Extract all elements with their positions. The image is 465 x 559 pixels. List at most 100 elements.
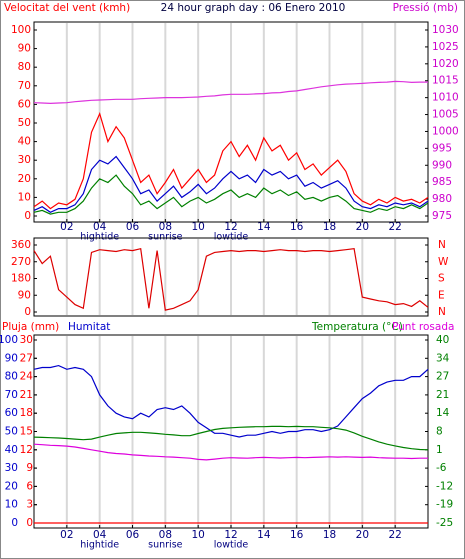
x-tick-label: 10 <box>191 221 204 233</box>
x-tick-label: 20 <box>356 529 369 541</box>
plot-frame <box>33 21 429 223</box>
y-tick-label: 30 <box>5 462 18 474</box>
y3-tick-label: 24 <box>20 371 34 383</box>
y2-tick-label: N <box>438 239 446 251</box>
y-tick-label: 90 <box>18 43 31 55</box>
y-tick-label: 180 <box>11 273 31 285</box>
y2-tick-label: 1030 <box>432 24 459 36</box>
x-tick-label: 12 <box>224 221 237 233</box>
x-tick-label: 16 <box>290 221 304 233</box>
series-line <box>33 80 428 105</box>
annotation: sunrise <box>148 232 182 243</box>
x-tick-label: 04 <box>93 221 107 233</box>
y2-tick-label: W <box>438 256 449 268</box>
y-tick-label: 70 <box>5 389 18 401</box>
y2-tick-label: 975 <box>432 210 452 222</box>
y3-tick-label: 3 <box>26 499 33 511</box>
series-line <box>33 155 429 213</box>
y2-tick-label: 985 <box>432 176 452 188</box>
y3-tick-label: 6 <box>26 480 33 492</box>
y-tick-label: 70 <box>18 80 31 92</box>
y2-tick-label: -19 <box>436 499 453 511</box>
y3-tick-label: 15 <box>20 426 33 438</box>
y3-tick-label: 27 <box>20 352 33 364</box>
y-tick-label: 90 <box>18 289 31 301</box>
y2-tick-label: 980 <box>432 193 452 205</box>
x-tick-label: 14 <box>257 529 271 541</box>
y-tick-label: 30 <box>18 154 31 166</box>
x-tick-label: 06 <box>126 221 140 233</box>
series-line <box>33 174 429 215</box>
x-tick-label: 08 <box>159 221 172 233</box>
y2-tick-label: E <box>438 289 445 301</box>
legend-entry: Temperatura (°C) <box>311 321 403 333</box>
y2-tick-label: -25 <box>436 517 453 529</box>
legend-entry: Pluja (mm) <box>2 321 59 333</box>
x-tick-label: 20 <box>356 221 369 233</box>
y2-tick-label: 1000 <box>432 125 459 137</box>
y-tick-label: 60 <box>5 407 18 419</box>
y-tick-label: 50 <box>5 426 18 438</box>
y2-tick-label: 27 <box>436 371 449 383</box>
y2-axis-title: Pressió (mb) <box>393 2 458 14</box>
y-tick-label: 270 <box>11 256 31 268</box>
series-line <box>33 443 428 461</box>
x-tick-label: 10 <box>191 529 204 541</box>
x-tick-label: 08 <box>159 529 172 541</box>
y-tick-label: 40 <box>5 444 18 456</box>
y-tick-label: 20 <box>5 480 18 492</box>
x-tick-label: 22 <box>388 221 401 233</box>
y-tick-label: 80 <box>18 61 31 73</box>
y-tick-label: 80 <box>5 371 18 383</box>
y2-tick-label: 1020 <box>432 58 459 70</box>
x-tick-label: 18 <box>323 529 336 541</box>
plot-frame <box>33 237 429 317</box>
annotation: hightide <box>80 232 119 243</box>
y-tick-label: 40 <box>18 136 31 148</box>
x-tick-label: 02 <box>60 221 73 233</box>
y2-tick-label: N <box>438 306 446 318</box>
y3-tick-label: 18 <box>20 407 33 419</box>
y-tick-label: 0 <box>24 306 31 318</box>
x-tick-label: 18 <box>323 221 336 233</box>
x-tick-label: 04 <box>93 529 107 541</box>
y-tick-label: 100 <box>11 24 31 36</box>
y-tick-label: 90 <box>5 352 18 364</box>
y2-tick-label: -6 <box>436 462 447 474</box>
y3-tick-label: 21 <box>20 389 33 401</box>
x-tick-label: 14 <box>257 221 271 233</box>
x-tick-label: 06 <box>126 529 140 541</box>
x-tick-label: 22 <box>388 529 401 541</box>
y2-tick-label: 14 <box>436 407 450 419</box>
legend-entry: Humitat <box>68 321 110 333</box>
y2-tick-label: 8 <box>436 426 443 438</box>
y-tick-label: 0 <box>11 517 18 529</box>
y2-tick-label: 1 <box>436 444 443 456</box>
y2-tick-label: 21 <box>436 389 449 401</box>
y-axis-title: Velocitat del vent (kmh) <box>4 2 130 14</box>
y3-tick-label: 0 <box>26 517 33 529</box>
series-line <box>33 247 429 311</box>
y-tick-label: 60 <box>18 98 31 110</box>
chart-title: 24 hour graph day : 06 Enero 2010 <box>161 2 346 14</box>
y3-tick-label: 9 <box>26 462 33 474</box>
series-line <box>33 364 429 438</box>
y-tick-label: 100 <box>0 334 18 346</box>
y2-tick-label: 1005 <box>432 109 459 121</box>
series-line <box>33 111 429 210</box>
y3-tick-label: 30 <box>20 334 33 346</box>
x-tick-label: 16 <box>290 529 304 541</box>
y2-tick-label: 1025 <box>432 41 459 53</box>
y-tick-label: 20 <box>18 173 31 185</box>
y2-tick-label: 995 <box>432 142 452 154</box>
annotation: sunrise <box>148 540 182 551</box>
annotation: lowtide <box>214 232 249 243</box>
y2-tick-label: 1010 <box>432 92 459 104</box>
annotation: hightide <box>80 540 119 551</box>
y2-tick-label: 34 <box>436 352 450 364</box>
y-tick-label: 360 <box>11 239 31 251</box>
y2-tick-label: 990 <box>432 159 452 171</box>
x-tick-label: 12 <box>224 529 237 541</box>
